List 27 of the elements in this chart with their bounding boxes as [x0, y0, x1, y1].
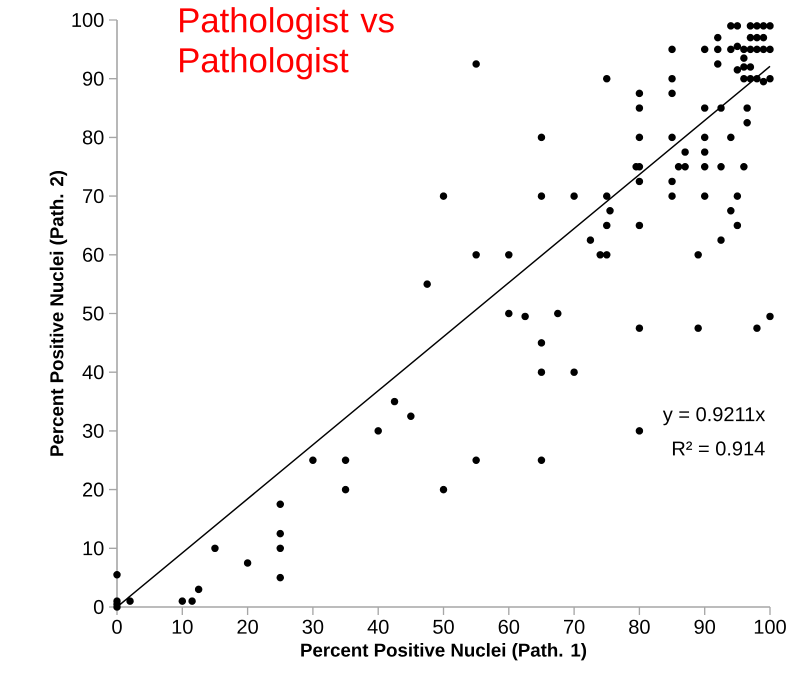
y-tick-label: 50: [82, 306, 104, 321]
y-tick-label: 80: [82, 130, 104, 144]
x-tick-label: 10: [172, 620, 193, 634]
x-tick-label: 20: [237, 620, 258, 634]
x-tick-label: 60: [498, 620, 520, 634]
annotation: R² = 0.914: [672, 441, 765, 456]
y-axis-title: Percent Positive Nuclei (Path. 2): [50, 170, 68, 456]
x-axis-title: Percent Positive Nuclei (Path. 1): [301, 643, 586, 660]
x-tick-label: 40: [368, 620, 389, 634]
y-tick-label: 20: [83, 482, 104, 497]
y-tick-label: 0: [94, 600, 104, 614]
y-tick-label: 10: [84, 541, 104, 556]
annotation: y = 0.9211x: [662, 407, 766, 426]
x-tick-label: 30: [302, 620, 324, 634]
y-tick-label: 60: [83, 248, 104, 262]
x-tick-label: 90: [694, 620, 716, 634]
y-tick-label: 30: [82, 424, 104, 438]
x-tick-label: 80: [629, 620, 650, 634]
x-tick-label: 50: [433, 620, 454, 634]
y-tick-label: 100: [72, 12, 104, 28]
x-tick-label: 100: [754, 620, 786, 634]
chart-title: Pathologist vs Pathologist: [180, 7, 394, 80]
x-tick-label: 70: [564, 620, 584, 634]
y-tick-label: 90: [82, 72, 104, 86]
y-tick-label: 40: [82, 365, 104, 380]
y-tick-label: 70: [83, 189, 104, 204]
x-tick-label: 0: [112, 620, 122, 634]
